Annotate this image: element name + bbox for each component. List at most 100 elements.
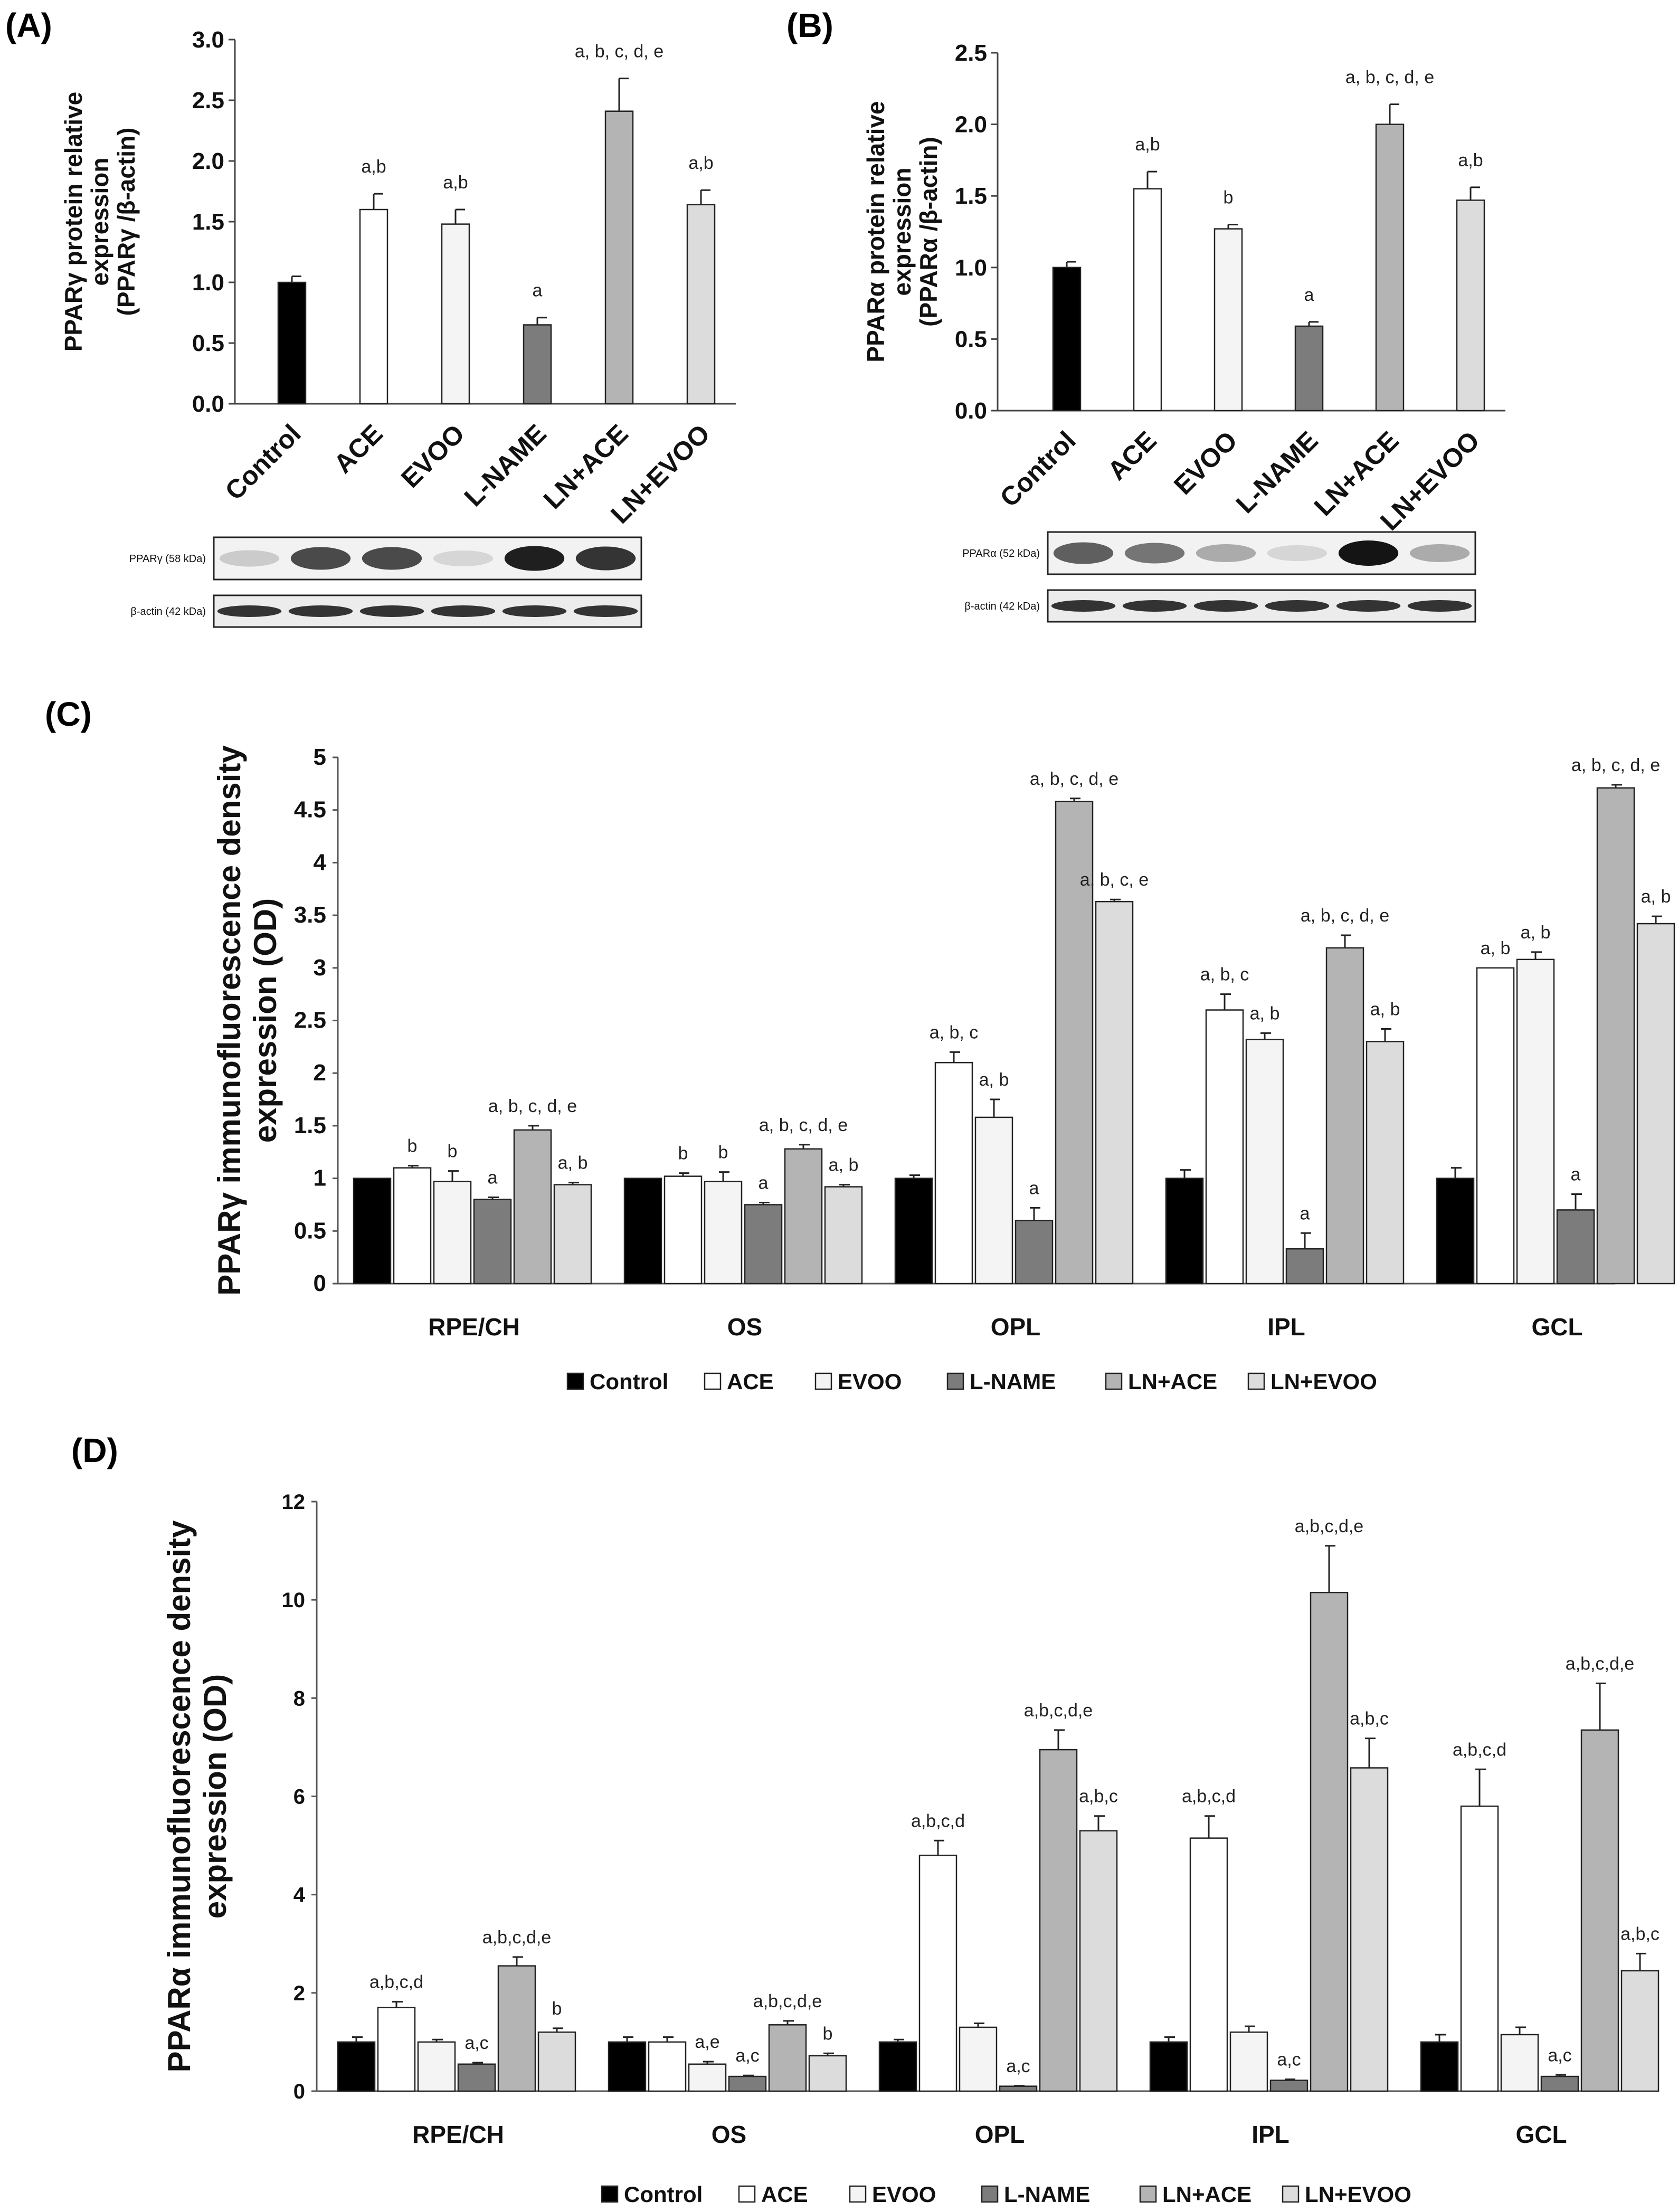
bar-ace [1133, 188, 1162, 412]
blot-band [504, 546, 565, 571]
bar-gcl-lname [1540, 2075, 1579, 2092]
significance-label: a, b [1250, 1003, 1280, 1023]
significance-label: a, b, c, d, e [575, 42, 663, 62]
legend-label: Control [590, 1369, 668, 1394]
legend-swatch [981, 2185, 999, 2203]
y-tick-label: 1.5 [955, 183, 987, 209]
blot-target-label: PPARα (52 kDa) [962, 548, 1040, 559]
significance-label: a, b [1521, 923, 1551, 943]
bar-rpech-lnevoo [553, 1184, 592, 1285]
blot-band [433, 550, 494, 566]
bar-control [1052, 267, 1082, 412]
loading-band [502, 605, 567, 617]
blot-band [1409, 544, 1470, 562]
bar-rpech-evoo [433, 1181, 472, 1285]
significance-label: a, b, c [930, 1022, 979, 1042]
significance-label: a, b, c, d, e [1301, 906, 1389, 926]
significance-label: a,c [1277, 2050, 1301, 2070]
blot-band [1124, 543, 1185, 564]
group-label: OS [727, 1313, 762, 1341]
significance-label: b [407, 1136, 418, 1156]
panel-label-c: (C) [45, 695, 92, 733]
legend-label: ACE [761, 2182, 808, 2207]
significance-label: a,b [443, 173, 468, 193]
loading-band [431, 605, 496, 617]
bar-opl-lnace [1039, 1749, 1078, 2092]
legend-label: LN+EVOO [1305, 2182, 1411, 2207]
bar-os-evoo [704, 1181, 743, 1285]
bar-rpech-lname [457, 2063, 496, 2092]
bar-rpech-control [337, 2041, 376, 2092]
bar-gcl-lnace [1580, 1729, 1619, 2092]
y-tick-label: 3.5 [294, 902, 326, 928]
blot-band [1053, 542, 1114, 564]
significance-label: a,b,c [1350, 1709, 1389, 1729]
bar-os-control [623, 1178, 662, 1285]
significance-label: a, b, c, d, e [488, 1096, 577, 1116]
loading-band [1265, 600, 1330, 612]
group-label: GCL [1531, 1313, 1582, 1341]
western-blot-b: PPARα (52 kDa) β-actin (42 kDa) [962, 531, 1476, 623]
bar-lnevoo [686, 204, 716, 405]
significance-label: a, b, c, d, e [759, 1115, 848, 1135]
group-label: IPL [1267, 1313, 1305, 1341]
significance-label: a, b, c, d, e [1571, 755, 1660, 775]
significance-label: a [1571, 1165, 1581, 1185]
legend-swatch [601, 2185, 619, 2203]
y-tick-label: 0.0 [192, 391, 224, 417]
legend-swatch [704, 1372, 722, 1390]
y-tick-label: 12 [282, 1491, 306, 1514]
significance-label: a, b, c, d, e [1030, 769, 1118, 789]
significance-label: a,b,c,d [911, 1811, 965, 1831]
bar-ipl-evoo [1245, 1039, 1284, 1285]
blot-band [1196, 544, 1256, 562]
loading-band [1336, 600, 1401, 612]
significance-label: a,c [735, 2046, 759, 2066]
panel-label-d: (D) [71, 1431, 118, 1469]
chart-b: 0.0 0.5 1.0 1.5 2.0 2.5 PPARα protein relative… [862, 40, 1505, 536]
significance-label: a [759, 1173, 769, 1193]
y-axis-label: (PPARγ /β-actin) [112, 128, 140, 316]
significance-label: a,b,c,d,e [1024, 1701, 1093, 1721]
bar-gcl-control [1420, 2041, 1459, 2092]
panel-label-a: (A) [5, 6, 52, 44]
bar-rpech-ace [377, 2007, 416, 2092]
bar-opl-control [894, 1178, 933, 1285]
chart-a: 0.0 0.5 1.0 1.5 2.0 2.5 3.0 PPARγ protein relat… [60, 27, 736, 529]
y-tick-label: 2.0 [955, 112, 987, 138]
y-tick-label: 1.5 [294, 1113, 326, 1138]
blot-band [575, 546, 636, 571]
loading-band [359, 605, 424, 617]
significance-label: a,b [1135, 135, 1160, 155]
bar-lnace [1375, 124, 1405, 412]
blot-band [290, 547, 351, 570]
x-tick-label: EVOO [395, 419, 470, 493]
group-label: RPE/CH [412, 2121, 504, 2148]
significance-label: a [488, 1167, 498, 1188]
significance-label: b [823, 2024, 833, 2044]
significance-label: a, b [829, 1155, 859, 1175]
bar-evoo [441, 223, 470, 405]
legend-swatch [849, 2185, 867, 2203]
blot-band [362, 547, 422, 570]
y-tick-label: 0 [293, 2080, 305, 2103]
bar-gcl-ace [1460, 1805, 1499, 2092]
bar-opl-ace [918, 1854, 957, 2092]
significance-label: a,b,c,d [369, 1972, 423, 1992]
bar-os-control [608, 2041, 647, 2092]
significance-label: a,b,c [1079, 1787, 1118, 1807]
x-tick-label: EVOO [1168, 425, 1243, 500]
blot-band [219, 550, 280, 567]
bar-ipl-lname [1269, 2080, 1309, 2092]
bar-gcl-lnace [1596, 787, 1635, 1285]
bar-os-lnevoo [824, 1186, 863, 1285]
y-tick-label: 2 [314, 1060, 326, 1086]
y-tick-label: 2.5 [294, 1008, 326, 1033]
chart-c: 0 0.5 1 1.5 2 2.5 3 3.5 4 4.5 5 PPARγ immunofluores… [212, 744, 1675, 1394]
loading-band [1407, 600, 1472, 612]
y-tick-label: 1 [314, 1165, 326, 1191]
significance-label: a, b, c, d, e [1345, 68, 1434, 88]
loading-band [1122, 600, 1187, 612]
significance-label: a,e [695, 2032, 719, 2052]
bar-ipl-lname [1285, 1248, 1324, 1285]
